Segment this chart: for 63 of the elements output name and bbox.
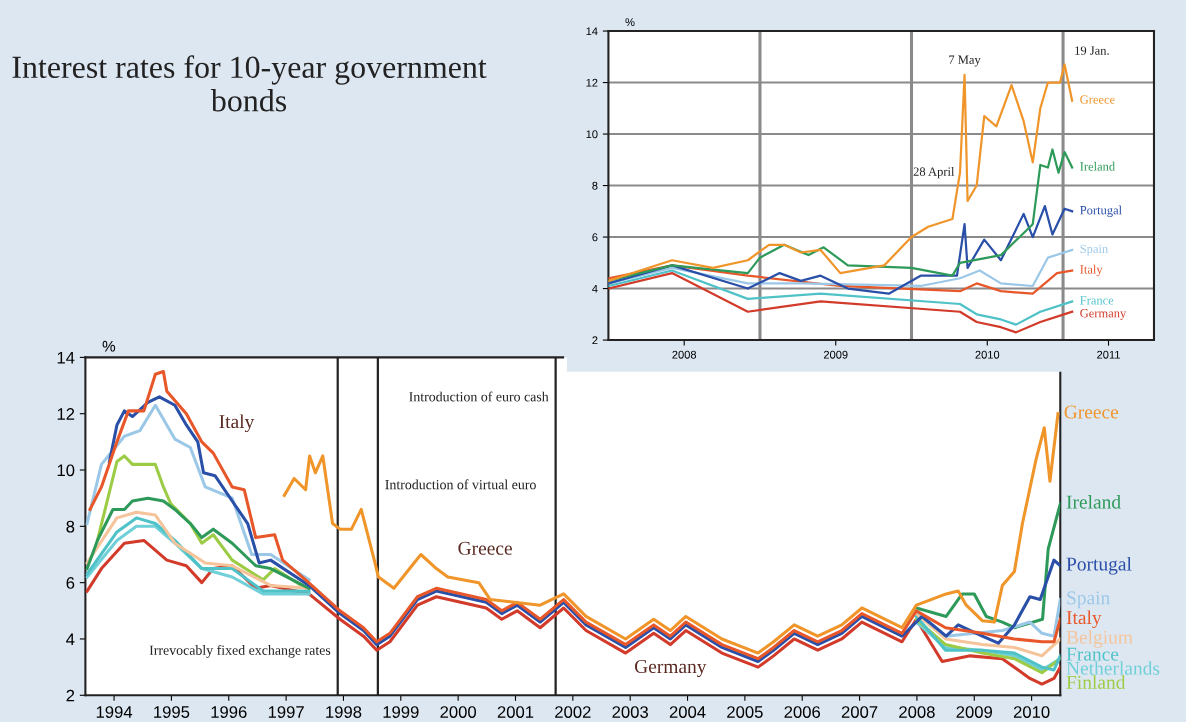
ref-line-label: Introduction of virtual euro <box>385 479 536 490</box>
annotation: Germany <box>634 660 707 678</box>
y-tick-label: 8 <box>592 181 598 190</box>
x-tick-label: 1997 <box>268 706 304 718</box>
y-axis-title: % <box>102 340 116 352</box>
y-axis-title: % <box>625 18 635 27</box>
x-tick-label: 2002 <box>555 706 591 718</box>
x-tick-label: 2000 <box>440 706 477 718</box>
y-tick-label: 14 <box>586 27 598 36</box>
x-tick-label: 2008 <box>672 350 697 359</box>
annotation: 19 Jan. <box>1075 46 1109 55</box>
annotation: Greece <box>458 541 512 555</box>
y-tick-label: 2 <box>66 689 75 702</box>
y-tick-label: 10 <box>57 464 75 477</box>
x-tick-label: 2009 <box>956 706 993 718</box>
y-tick-label: 8 <box>66 520 75 533</box>
series-label: Finland <box>1066 675 1126 689</box>
x-tick-label: 2003 <box>612 706 648 718</box>
series-label: Belgium <box>1066 630 1133 648</box>
ref-line-label: Irrevocably fixed exchange rates <box>149 644 331 658</box>
chart-title: Interest rates for 10-year government bonds <box>12 55 487 112</box>
series-label: Portugal <box>1066 556 1132 575</box>
y-tick-label: 12 <box>586 78 598 87</box>
series-label: Spain <box>1067 591 1111 609</box>
series-label: Greece <box>1080 95 1115 104</box>
series-label: Greece <box>1064 405 1119 419</box>
x-tick-label: 2006 <box>784 706 821 718</box>
x-tick-label: 2004 <box>669 706 706 718</box>
x-tick-label: 2009 <box>823 350 848 359</box>
annotation: Italy <box>219 414 255 433</box>
x-tick-label: 1995 <box>154 706 190 718</box>
x-tick-label: 2010 <box>975 350 1000 359</box>
y-tick-label: 12 <box>57 408 75 420</box>
x-tick-label: 2007 <box>841 706 878 718</box>
series-label: France <box>1066 647 1119 661</box>
x-tick-label: 1994 <box>96 706 133 718</box>
y-tick-label: 4 <box>592 284 598 293</box>
series-label: Spain <box>1080 244 1108 256</box>
y-tick-label: 2 <box>592 336 598 345</box>
series-label: Italy <box>1080 264 1103 277</box>
x-tick-label: 2011 <box>1097 350 1120 359</box>
series-label: Ireland <box>1066 494 1121 509</box>
y-tick-label: 10 <box>586 130 598 139</box>
y-tick-label: 6 <box>66 577 75 589</box>
x-tick-label: 2008 <box>899 706 935 718</box>
ref-line-label: Introduction of euro cash <box>409 391 549 402</box>
series-label: Portugal <box>1080 205 1122 217</box>
x-tick-label: 2010 <box>1013 706 1050 718</box>
x-tick-label: 1999 <box>383 706 419 718</box>
x-tick-label: 2001 <box>497 706 534 718</box>
x-tick-label: 1996 <box>211 706 247 718</box>
annotation: 28 April <box>913 167 955 179</box>
annotation: 7 May <box>949 55 981 67</box>
series-label: France <box>1080 296 1114 305</box>
series-label: Netherlands <box>1066 661 1160 675</box>
y-tick-label: 6 <box>592 233 598 242</box>
x-tick-label: 2005 <box>727 706 763 718</box>
y-tick-label: 14 <box>57 351 75 364</box>
series-label: Germany <box>1080 309 1127 320</box>
series-label: Italy <box>1066 610 1102 629</box>
y-tick-label: 4 <box>66 633 75 646</box>
x-tick-label: 1998 <box>326 706 362 718</box>
series-label: Ireland <box>1080 161 1115 171</box>
